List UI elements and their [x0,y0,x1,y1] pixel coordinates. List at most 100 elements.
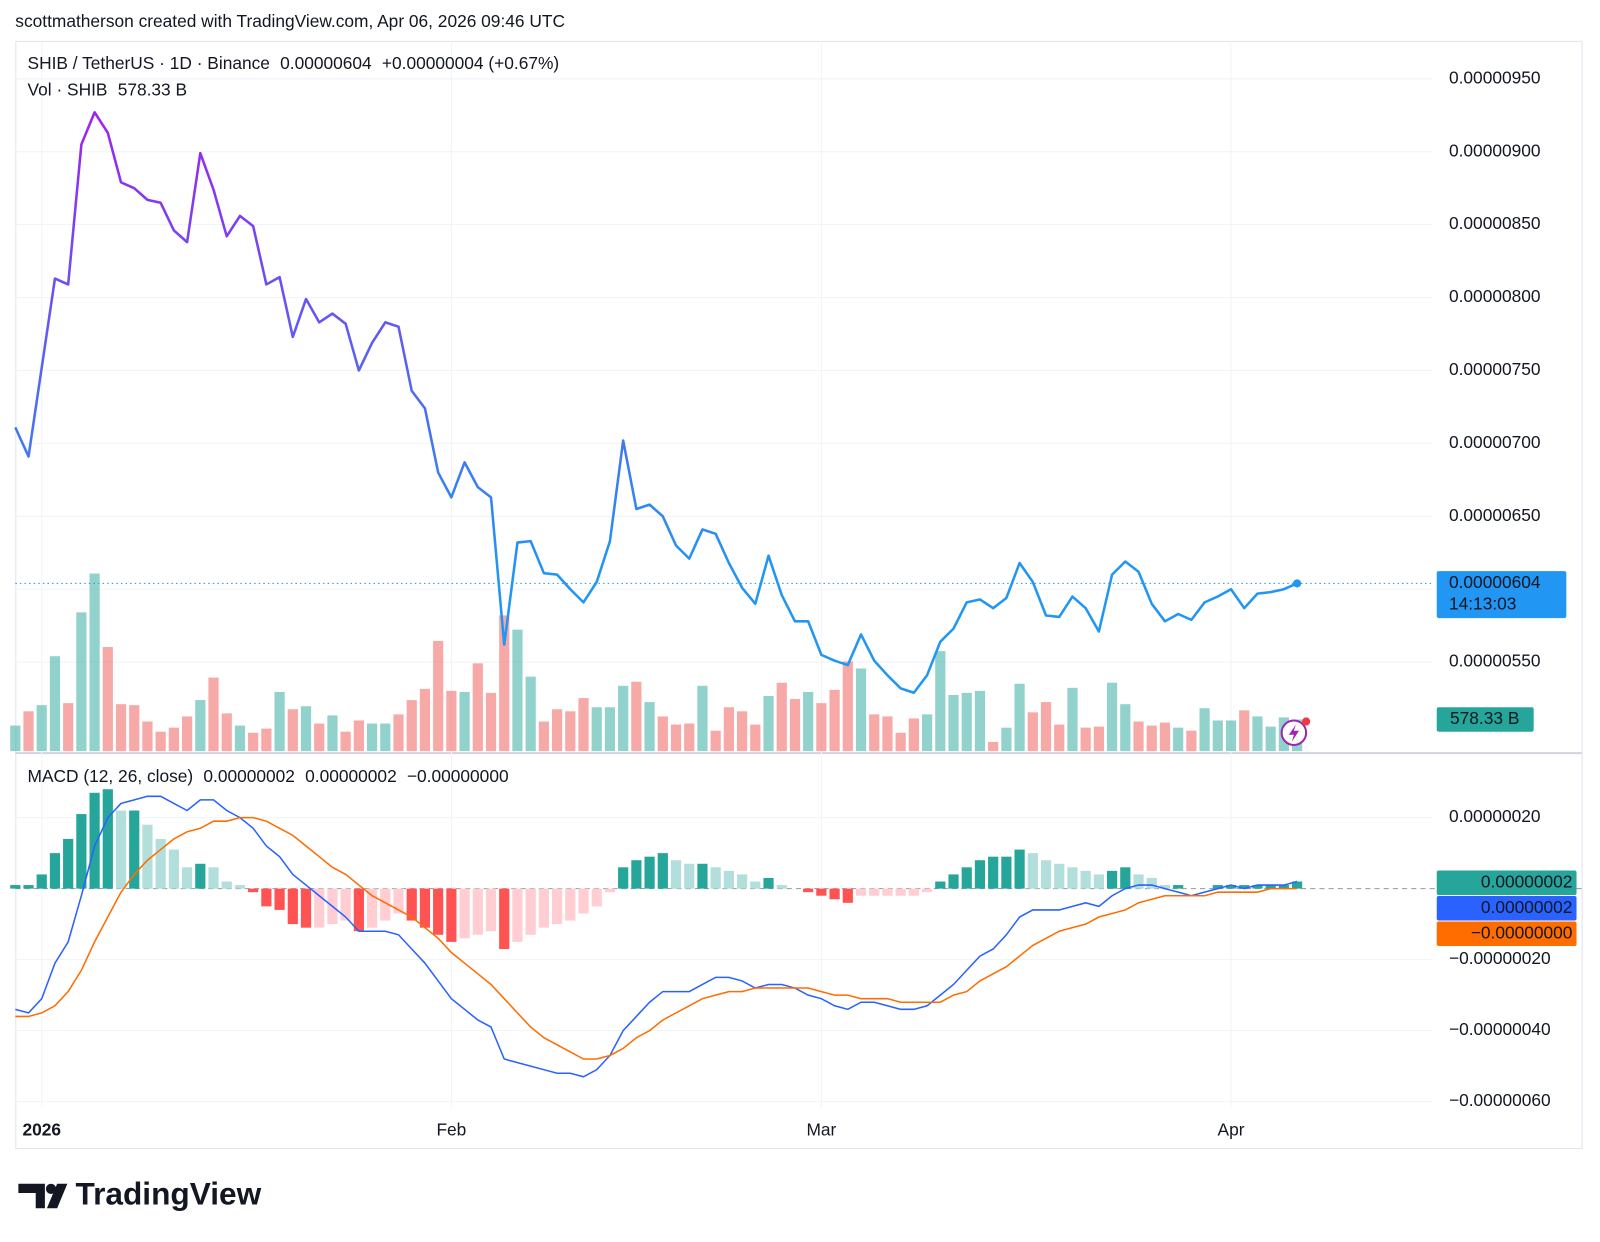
volume-bar [816,703,827,752]
volume-bar [1106,682,1118,752]
histogram-bar [723,870,734,889]
brand-logo [18,1183,68,1209]
volume-bar [89,573,100,752]
volume-bar [855,668,867,752]
volume-bar [750,724,761,752]
histogram-bar [591,888,602,907]
histogram-bar [1239,885,1250,889]
volume-bar [644,702,655,752]
volume-bar [181,716,193,752]
legend-macd-title: MACD (12, 26, close) [28,766,194,786]
histogram-bar [525,888,536,935]
volume-bar [23,711,34,752]
histogram-bar [763,877,774,889]
histogram-bar [380,888,391,921]
attribution: scottmatherson created with TradingView.… [15,11,565,31]
volume-tag [1436,707,1534,732]
y-tick-label: 0.00000650 [1449,505,1541,525]
histogram-bar [406,888,417,921]
volume-bar [921,714,933,752]
histogram-bar [248,888,259,893]
volume-bar [340,731,351,752]
histogram-bar [419,888,431,928]
histogram-bar [485,888,497,932]
histogram-bar [472,888,483,935]
volume-bar [578,698,589,752]
logo-part [46,1183,68,1209]
y-tick-label: 0.00000020 [1449,806,1541,826]
histogram-bar [314,888,325,928]
histogram-bar [988,856,999,889]
volume-bar [208,677,219,752]
histogram-bar [1106,870,1118,889]
volume-bar [684,723,695,752]
volume-bar [1014,683,1025,752]
histogram-bar [842,888,853,903]
histogram-bar [895,888,906,896]
volume-bar [736,711,748,752]
x-tick-label: Mar [806,1119,836,1139]
histogram-bar [684,863,695,889]
value-tag-label: −0.00000000 [1471,922,1573,942]
histogram-bar [935,881,946,889]
legend-symbol: SHIB / TetherUS · 1D · Binance [28,53,270,73]
volume-bar [604,707,616,752]
volume-bar [419,688,431,752]
last-price-dot [1293,579,1302,588]
histogram-bar [869,888,880,896]
volume-bar [1146,725,1157,752]
brand-name: TradingView [76,1175,262,1211]
value-tag [1436,870,1577,895]
volume-bar [1186,730,1197,752]
volume-bar [1133,721,1144,752]
histogram-bar [1159,885,1171,889]
histogram-bar [1080,870,1091,889]
histogram-bar [750,881,761,889]
value-tag-label: 0.00000002 [1481,871,1573,891]
histogram-bar [63,838,74,889]
volume-bar [485,692,497,752]
volume-bar [591,707,602,752]
volume-bar [1239,710,1250,752]
histogram-bar [736,874,748,889]
volume-bar [525,676,536,752]
volume-bar [948,694,959,752]
chart-frame [15,40,1583,1150]
histogram-bar [1027,853,1038,889]
histogram-bar [36,874,47,889]
volume-bar [168,727,179,752]
histogram-bar [816,888,827,896]
volume-bar [842,661,853,752]
value-tag-label: 0.00000002 [1481,897,1573,917]
y-tick-label: 0.00000800 [1449,286,1541,306]
volume-bar [1225,720,1237,752]
volume-bar [657,716,668,752]
histogram-bar [300,888,312,928]
price-tag [1436,571,1567,619]
volume-bar [76,612,87,752]
volume-bar [1001,727,1012,752]
x-tick-label: Apr [1218,1119,1245,1139]
x-tick-label: 2026 [22,1119,61,1139]
volume-bar [882,716,893,752]
histogram-bar [710,867,721,889]
histogram-bar [1001,856,1012,889]
legend-volume-value: 578.33 B [118,79,187,99]
legend-price: 0.00000604 [280,53,372,73]
volume-bar [869,714,880,752]
histogram-bar [1265,885,1276,889]
histogram-bar [274,888,285,910]
histogram-bar [1225,885,1237,889]
volume-bar [499,615,510,752]
histogram-bar [10,885,21,889]
volume-bar [366,723,378,752]
volume-bar [1252,716,1263,752]
logo-part [18,1183,45,1209]
volume-bar [908,718,919,752]
histogram-bar [287,888,298,925]
histogram-bar [578,888,589,914]
volume-bar [248,732,259,752]
volume-bar [1173,727,1184,752]
y-tick-label: 0.00000550 [1449,651,1541,671]
